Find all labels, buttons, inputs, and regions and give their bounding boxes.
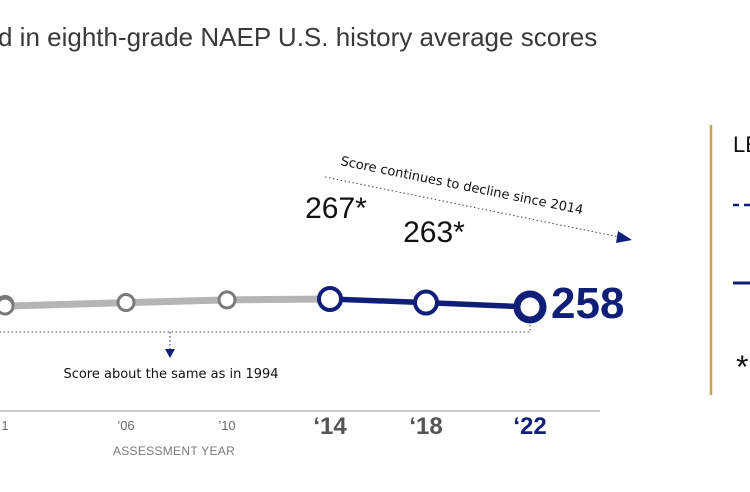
chart-title: d in eighth-grade NAEP U.S. history aver… [0, 22, 597, 52]
x-tick-label: ‘18 [409, 413, 442, 440]
series-points [0, 286, 547, 324]
annotation-same-as-1994: Score about the same as in 1994 [63, 367, 278, 382]
reference-lines [0, 176, 632, 358]
x-tick-label: ’06 [117, 418, 134, 433]
data-label-258: 258 [551, 279, 624, 328]
data-point [413, 289, 439, 316]
legend-asterisk: * [736, 349, 748, 385]
data-label-263: 263* [403, 216, 465, 249]
decline-arrow [616, 231, 632, 243]
annotation-decline: Score continues to decline since 2014 [339, 154, 584, 218]
x-tick-label: 1 [1, 418, 8, 433]
data-point [317, 286, 343, 313]
data-point [217, 290, 237, 310]
data-point [513, 290, 547, 324]
reference-pointer-arrow [165, 349, 175, 358]
legend: LE * [709, 125, 750, 395]
x-tick-label: ‘14 [313, 413, 347, 440]
x-tick-label: ‘22 [513, 413, 546, 440]
data-point [116, 293, 136, 313]
annotations: Score continues to decline since 2014 Sco… [63, 154, 584, 382]
x-axis-ticks: 1 ’06 ’10 ‘14 ‘18 ‘22 [1, 413, 546, 440]
data-label-267: 267* [305, 192, 367, 225]
legend-title: LE [733, 132, 750, 157]
x-axis-title: ASSESSMENT YEAR [113, 444, 235, 458]
series-line-gray [1, 295, 334, 310]
data-point [0, 296, 15, 316]
decline-reference-line [324, 176, 625, 239]
same-as-1994-reference-line [0, 320, 531, 333]
series-lines [0, 295, 533, 310]
data-labels: 267* 263* 258 [305, 192, 624, 328]
x-tick-label: ’10 [218, 418, 235, 433]
